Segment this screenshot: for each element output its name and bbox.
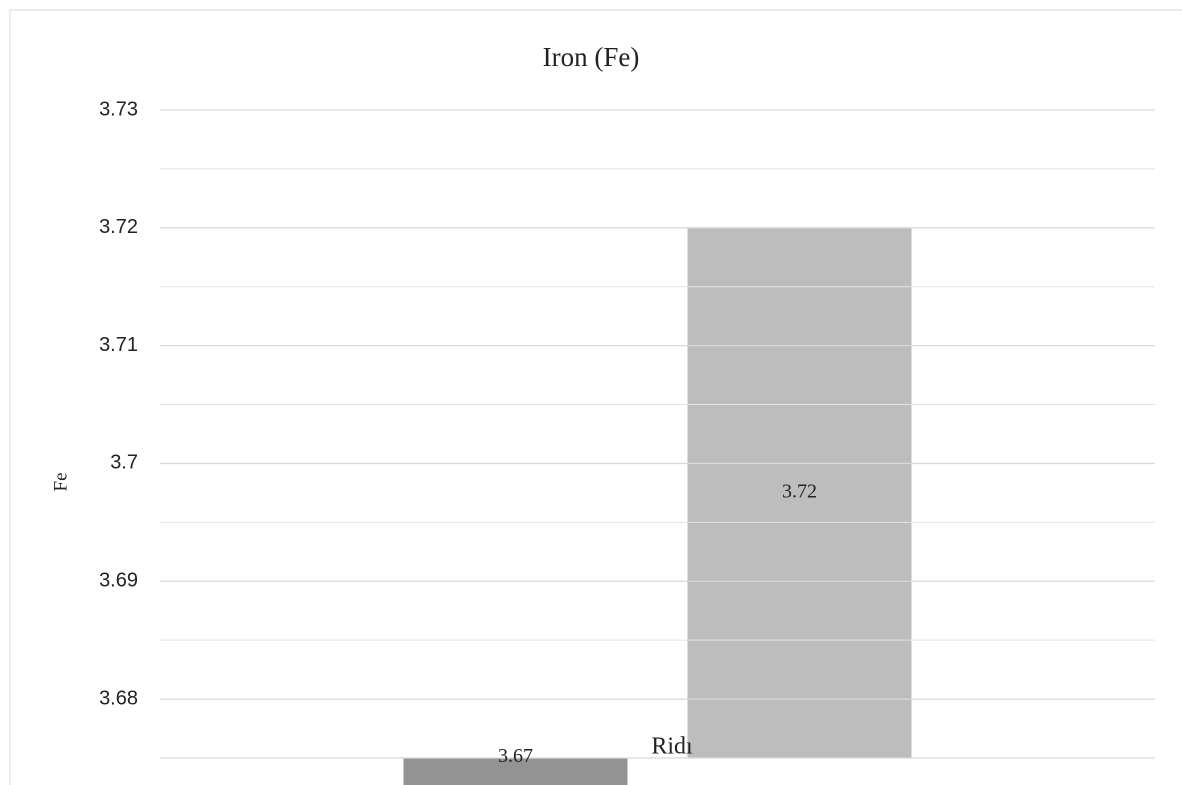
bar — [403, 758, 628, 785]
y-axis-label: Fe — [50, 473, 71, 492]
y-tick-label: 3.73 — [99, 98, 138, 120]
data-label: 3.72 — [782, 481, 817, 503]
bar — [687, 227, 912, 758]
chart-title: Iron (Fe) — [543, 42, 640, 72]
data-label: 3.67 — [498, 745, 533, 767]
y-tick-label: 3.7 — [110, 452, 138, 474]
y-tick-label: 3.68 — [99, 687, 138, 709]
y-tick-label: 3.72 — [99, 216, 138, 238]
x-axis-label: Ridı — [651, 734, 693, 760]
y-tick-label: 3.69 — [99, 570, 138, 592]
chart-frame — [9, 9, 1182, 785]
y-tick-label: 3.71 — [99, 334, 138, 356]
